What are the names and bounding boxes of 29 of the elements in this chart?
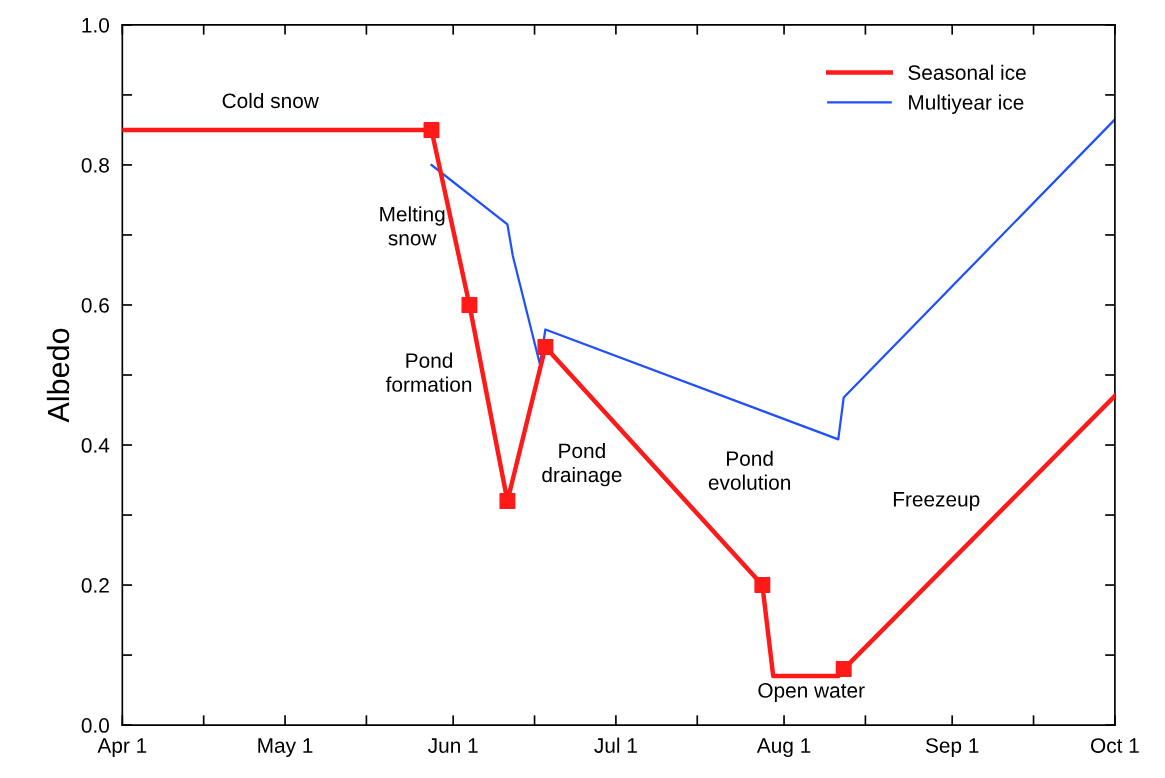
x-tick-label: Jul 1 bbox=[594, 737, 637, 753]
annotation: Cold snow bbox=[222, 92, 319, 109]
y-tick-label: 0.0 bbox=[81, 718, 110, 733]
point bbox=[461, 296, 478, 313]
annotation: Melting snow bbox=[380, 206, 445, 246]
x-tick-label: Apr 1 bbox=[97, 738, 147, 758]
x-tick-label: Sep 1 bbox=[925, 738, 979, 758]
y-tick-label: 0.6 bbox=[81, 297, 109, 313]
y-tick-label: 0.2 bbox=[81, 578, 109, 593]
annotation: Open water bbox=[758, 683, 865, 702]
annotation: Pond drainage bbox=[542, 442, 622, 487]
y-tick-label: 0.8 bbox=[81, 157, 109, 173]
point bbox=[423, 121, 440, 138]
point bbox=[537, 339, 554, 355]
x-tick-label: Jun 1 bbox=[428, 738, 478, 753]
point bbox=[754, 577, 771, 594]
legend-label: Multiyear ice bbox=[909, 94, 1024, 114]
annotation: Pond formation bbox=[385, 352, 472, 392]
x-tick-label: May 1 bbox=[258, 738, 313, 758]
y-axis-title: Albedo bbox=[46, 328, 70, 423]
annotation: Freezeup bbox=[893, 492, 980, 511]
x-tick-label: Aug 1 bbox=[756, 738, 811, 758]
y-tick-label: 0.4 bbox=[81, 438, 110, 453]
point bbox=[835, 661, 852, 678]
x-tick-label: Oct 1 bbox=[1091, 738, 1139, 753]
y-tick-label: 1.0 bbox=[82, 17, 110, 33]
annotation: Pond evolution bbox=[708, 450, 790, 490]
point bbox=[499, 493, 516, 510]
legend-label: Seasonal ice bbox=[908, 64, 1026, 80]
